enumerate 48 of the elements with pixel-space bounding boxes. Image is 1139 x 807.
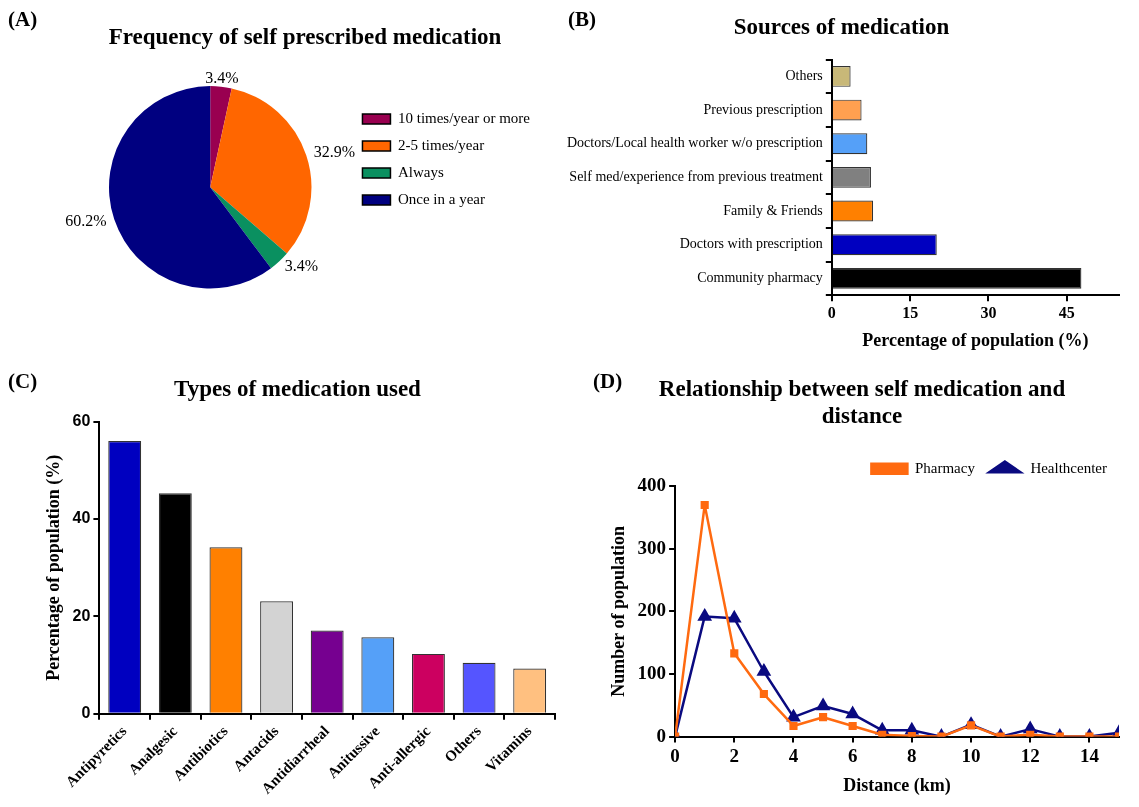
x-tick-label: 0 [827, 303, 836, 321]
y-tick-label: 400 [637, 474, 667, 496]
data-label: 3.4% [284, 257, 319, 275]
legend-label: 10 times/year or more [397, 109, 531, 126]
x-tick-label: 30 [980, 303, 997, 321]
y-tick-label: Doctors/Local health worker w/o prescription [567, 135, 823, 151]
legend-label: Pharmacy [914, 459, 976, 476]
y-tick-label: 200 [637, 599, 667, 621]
x-tick-label: 8 [907, 744, 917, 766]
y-tick-label: 20 [72, 606, 91, 624]
data-label: 60.2% [65, 212, 107, 230]
y-tick-label: Community pharmacy [697, 270, 823, 286]
x-axis-title: Percentage of population (%) [862, 329, 1089, 351]
y-tick-label: Family & Friends [723, 202, 823, 218]
x-tick-label: 10 [961, 744, 981, 766]
x-tick-label: 15 [902, 303, 919, 321]
x-axis-title: Distance (km) [843, 774, 951, 796]
legend-label: Healthcenter [1030, 459, 1108, 476]
text: (A) [8, 6, 38, 31]
x-tick-label: 45 [1058, 303, 1075, 321]
y-tick-label: 300 [637, 536, 667, 558]
text: (D) [593, 368, 623, 393]
x-tick-label: 12 [1020, 744, 1040, 766]
legend-label: Once in a year [397, 190, 486, 207]
y-axis-title: Number of population [608, 526, 629, 697]
y-axis-title: Percentage of population (%) [43, 454, 65, 681]
text: (C) [8, 368, 38, 393]
chart-title: Relationship between self medication and distance [658, 375, 1066, 429]
y-tick-label: 40 [72, 509, 91, 527]
y-tick-label: 0 [81, 704, 91, 722]
chart-title: Sources of medication [733, 13, 950, 39]
chart-title: Types of medication used [174, 375, 422, 401]
x-tick-label: 14 [1079, 744, 1100, 766]
x-tick-label: 4 [788, 744, 799, 766]
legend-label: Always [397, 163, 444, 180]
chart-title: Frequency of self prescribed medication [108, 23, 502, 49]
data-label: 3.4% [205, 68, 239, 86]
y-tick-label: Doctors with prescription [679, 236, 823, 252]
y-tick-label: Previous prescription [703, 101, 823, 117]
x-tick-label: 6 [847, 744, 858, 766]
y-tick-label: Others [785, 68, 823, 84]
y-tick-label: Self med/experience from previous treatment [569, 169, 823, 185]
x-tick-label: 2 [729, 744, 740, 766]
data-label: 32.9% [313, 142, 356, 160]
y-tick-label: 60 [72, 412, 91, 430]
y-tick-label: 100 [637, 661, 667, 683]
text: (B) [568, 6, 596, 31]
legend-label: 2-5 times/year [397, 136, 485, 153]
